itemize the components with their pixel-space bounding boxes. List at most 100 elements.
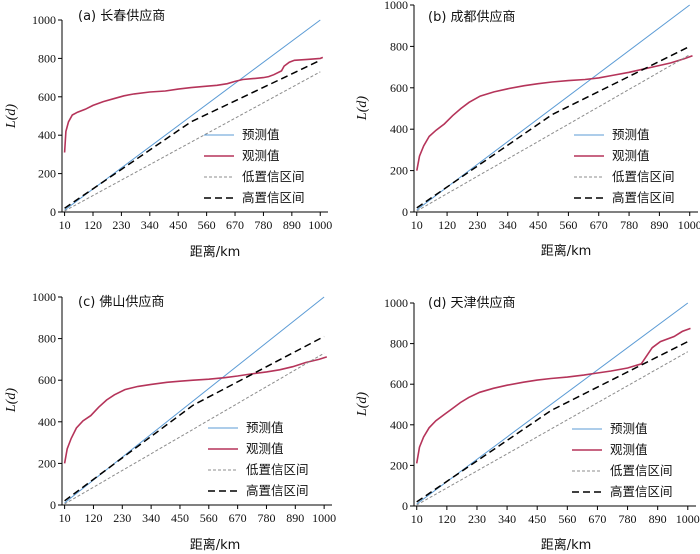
chart-1-x-axis-label: 距离/km: [190, 244, 241, 260]
chart-2-x-tick-label: 340: [499, 218, 517, 232]
chart-2-x-tick-label: 780: [620, 218, 638, 232]
chart-4-y-tick-label: 0: [402, 499, 408, 513]
chart-3-x-tick-label: 120: [84, 511, 102, 525]
chart-1-title: (a) 长春供应商: [78, 8, 165, 24]
chart-1-y-axis-label: L(d): [4, 104, 19, 129]
chart-4-legend-label-1: 预测值: [610, 421, 648, 436]
chart-1-x-tick-label: 340: [141, 218, 159, 232]
chart-4-x-tick-label: 230: [468, 512, 486, 526]
chart-1-legend-label-3: 低置信区间: [242, 169, 305, 184]
chart-1-x-tick-label: 890: [283, 218, 301, 232]
chart-3-y-tick-label: 400: [38, 415, 56, 429]
chart-1-y-tick-label: 400: [38, 128, 56, 142]
chart-2-x-tick-label: 670: [590, 218, 608, 232]
chart-2-x-tick-label: 120: [438, 218, 456, 232]
chart-4-x-tick-label: 560: [558, 512, 576, 526]
chart-1-y-tick-label: 200: [38, 167, 56, 181]
chart-3-legend-label-4: 高置信区间: [246, 483, 309, 498]
chart-4-legend-label-2: 观测值: [610, 442, 648, 457]
chart-1-x-tick-label: 230: [112, 218, 130, 232]
chart-4-x-tick-label: 450: [528, 512, 546, 526]
chart-2-y-tick-label: 0: [402, 205, 408, 219]
chart-4-series-4-line: [416, 340, 689, 503]
chart-2-legend-label-4: 高置信区间: [612, 190, 675, 205]
chart-4-x-tick-label: 10: [411, 512, 423, 526]
chart-4-y-tick-label: 600: [390, 377, 408, 391]
chart-2-legend-label-2: 观测值: [612, 148, 650, 163]
chart-2-y-tick-label: 400: [390, 122, 408, 136]
chart-3-series-1-line: [64, 296, 325, 504]
chart-1-x-tick-label: 10: [59, 218, 71, 232]
chart-1-series-2-line: [63, 56, 324, 153]
chart-4-y-axis-label: L(d): [355, 392, 370, 417]
chart-2-title: (b) 成都供应商: [428, 9, 516, 25]
chart-4-x-tick-label: 340: [498, 512, 516, 526]
chart-2-legend-label-1: 预测值: [612, 127, 650, 142]
chart-1-series-1-line: [64, 19, 321, 211]
chart-1-legend-label-2: 观测值: [242, 148, 280, 163]
chart-1-series-3-line: [64, 71, 321, 212]
chart-1-y-tick-label: 600: [38, 90, 56, 104]
chart-3-legend-label-2: 观测值: [246, 441, 284, 456]
chart-1-x-tick-label: 670: [226, 218, 244, 232]
chart-3-x-tick-label: 10: [59, 511, 71, 525]
chart-2-legend-label-3: 低置信区间: [612, 169, 675, 184]
chart-3-x-axis-label: 距离/km: [190, 537, 241, 553]
chart-2-x-tick-label: 890: [650, 218, 668, 232]
chart-3-x-tick-label: 1000: [312, 511, 336, 525]
chart-4-series-3-line: [416, 351, 689, 506]
chart-3-title: (c) 佛山供应商: [78, 294, 164, 310]
chart-1-x-tick-label: 120: [84, 218, 102, 232]
chart-3-x-tick-label: 340: [142, 511, 160, 525]
chart-4-y-tick-label: 200: [390, 458, 408, 472]
chart-3-y-tick-label: 600: [38, 373, 56, 387]
chart-4-title: (d) 天津供应商: [428, 295, 516, 311]
chart-3-x-tick-label: 890: [286, 511, 304, 525]
chart-3-y-tick-label: 0: [50, 498, 56, 512]
chart-3-x-tick-label: 780: [257, 511, 275, 525]
chart-3-legend-label-3: 低置信区间: [246, 462, 309, 477]
chart-2-y-axis-label: L(d): [355, 96, 370, 121]
chart-2-x-tick-label: 1000: [678, 218, 700, 232]
chart-4-x-tick-label: 890: [649, 512, 667, 526]
chart-4-legend-label-3: 低置信区间: [610, 463, 673, 478]
chart-1-x-tick-label: 780: [254, 218, 272, 232]
chart-2-x-tick-label: 10: [411, 218, 423, 232]
chart-4-x-axis-label: 距离/km: [541, 537, 592, 553]
chart-4-x-tick-label: 1000: [676, 512, 700, 526]
chart-3-y-tick-label: 200: [38, 456, 56, 470]
chart-2-y-tick-label: 800: [390, 39, 408, 53]
chart-4-x-tick-label: 120: [438, 512, 456, 526]
chart-2-y-tick-label: 600: [390, 81, 408, 95]
chart-3-series-2-line: [63, 356, 328, 464]
chart-1-series-4-line: [64, 59, 321, 209]
chart-4-y-tick-label: 800: [390, 337, 408, 351]
chart-3-legend-label-1: 预测值: [246, 420, 284, 435]
chart-1-x-tick-label: 560: [198, 218, 216, 232]
chart-4-y-tick-label: 1000: [384, 296, 408, 310]
chart-2-x-tick-label: 230: [468, 218, 486, 232]
chart-2-x-tick-label: 560: [559, 218, 577, 232]
chart-1-legend-label-4: 高置信区间: [242, 190, 305, 205]
chart-1-x-tick-label: 450: [169, 218, 187, 232]
chart-1-y-tick-label: 0: [50, 205, 56, 219]
chart-1-y-tick-label: 800: [38, 51, 56, 65]
chart-2-x-axis-label: 距离/km: [541, 243, 592, 259]
chart-2-y-tick-label: 1000: [384, 0, 408, 12]
chart-3-x-tick-label: 670: [229, 511, 247, 525]
chart-3-x-tick-label: 560: [200, 511, 218, 525]
chart-3-y-axis-label: L(d): [4, 388, 19, 413]
chart-3-x-tick-label: 230: [113, 511, 131, 525]
chart-4-legend-label-4: 高置信区间: [610, 484, 673, 499]
chart-3-x-tick-label: 450: [171, 511, 189, 525]
chart-4-x-tick-label: 780: [619, 512, 637, 526]
chart-3-y-tick-label: 800: [38, 332, 56, 346]
chart-2-x-tick-label: 450: [529, 218, 547, 232]
chart-1-legend-label-1: 预测值: [242, 127, 280, 142]
chart-3-series-4-line: [64, 335, 325, 502]
chart-2-y-tick-label: 200: [390, 164, 408, 178]
chart-1-x-tick-label: 1000: [308, 218, 332, 232]
chart-4-series-2-line: [415, 327, 691, 464]
chart-4-y-tick-label: 400: [390, 418, 408, 432]
